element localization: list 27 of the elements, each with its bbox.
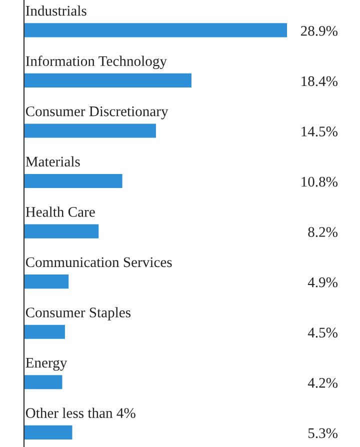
bar <box>24 224 99 238</box>
data-label: 5.3% <box>308 428 338 438</box>
bar <box>24 124 156 138</box>
data-label: 10.8% <box>302 176 338 187</box>
bar <box>24 375 62 390</box>
y-tick-label: Health Care <box>26 206 95 217</box>
bar <box>24 23 287 38</box>
bar <box>24 324 65 339</box>
data-label: 14.5% <box>302 126 338 136</box>
bar <box>24 174 122 188</box>
y-tick-label: Information Technology <box>26 56 167 70</box>
y-tick-label: Consumer Discretionary <box>26 106 168 120</box>
data-label: 18.4% <box>302 76 338 86</box>
data-label: 4.9% <box>308 277 338 288</box>
bar <box>24 73 192 88</box>
bar <box>24 274 69 289</box>
y-tick-label: Energy <box>26 358 68 371</box>
y-tick-label: Other less than 4% <box>26 408 136 418</box>
data-label: 4.5% <box>308 328 338 338</box>
y-tick-label: Materials <box>26 156 80 167</box>
data-label: 8.2% <box>308 227 338 238</box>
y-tick-label: Consumer Staples <box>26 307 131 320</box>
bar <box>24 425 72 440</box>
data-label: 4.2% <box>308 378 338 388</box>
y-tick-label: Communication Services <box>26 257 172 268</box>
data-label: 28.9% <box>300 26 338 36</box>
y-tick-label: Industrials <box>26 5 86 16</box>
